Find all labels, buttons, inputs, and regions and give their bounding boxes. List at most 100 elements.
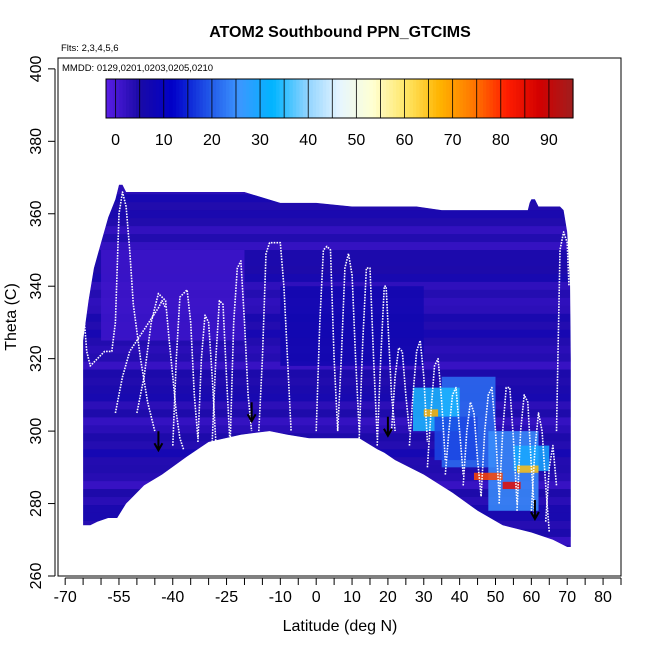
heatmap-row xyxy=(83,226,571,235)
heatmap-row xyxy=(83,242,571,250)
colorbar-swatch xyxy=(379,79,384,118)
colorbar-swatch xyxy=(492,79,497,118)
flight-track xyxy=(426,357,447,468)
colorbar: 0 10 20 30 40 50 60 70 80 90 xyxy=(105,78,574,149)
colorbar-swatch xyxy=(499,79,504,118)
colorbar-swatch xyxy=(442,79,447,118)
colorbar-swatch xyxy=(239,79,244,118)
heatmap-row xyxy=(83,210,571,219)
x-tick-label: 80 xyxy=(594,589,612,606)
colorbar-swatch xyxy=(529,79,534,118)
colorbar-swatch xyxy=(269,79,274,118)
colorbar-swatch xyxy=(536,79,541,118)
colorbar-swatch xyxy=(459,79,464,118)
y-tick-label: 300 xyxy=(28,418,45,445)
colorbar-swatch xyxy=(112,79,117,118)
colorbar-swatch xyxy=(496,79,501,118)
heatmap-row xyxy=(83,512,571,521)
colorbar-swatch xyxy=(189,79,194,118)
colorbar-swatch xyxy=(146,79,150,118)
colorbar-swatch xyxy=(349,79,354,118)
flight-track xyxy=(136,292,185,450)
colorbar-swatch xyxy=(259,79,264,118)
heatmap-row xyxy=(83,186,571,195)
flight-track xyxy=(315,245,339,432)
colorbar-swatch xyxy=(282,79,287,118)
colorbar-swatch xyxy=(302,79,307,118)
flight-track xyxy=(444,386,464,475)
x-axis: -70 -55 -40 -25 -10 0 10 20 30 40 50 60 70 80 xyxy=(54,577,622,606)
colorbar-swatch xyxy=(412,79,417,118)
flight-track xyxy=(498,386,518,504)
colorbar-swatch xyxy=(246,79,251,118)
colorbar-swatch xyxy=(466,79,471,118)
heatmap-row xyxy=(83,536,571,545)
heatmap-row xyxy=(83,385,571,394)
colorbar-swatch xyxy=(549,79,554,118)
colorbar-swatch xyxy=(329,79,334,118)
x-tick-label: -70 xyxy=(54,589,77,606)
colorbar-swatch xyxy=(526,79,531,118)
colorbar-swatch xyxy=(266,79,271,118)
colorbar-swatch xyxy=(482,79,487,118)
colorbar-swatch xyxy=(462,79,467,118)
colorbar-swatch xyxy=(449,79,454,118)
heatmap-cells xyxy=(83,184,571,548)
colorbar-swatch xyxy=(196,79,200,118)
colorbar-swatch xyxy=(206,79,211,118)
flight-track xyxy=(114,299,167,414)
heatmap-row xyxy=(83,265,571,274)
heatmap-row xyxy=(83,425,571,434)
x-tick-label: 20 xyxy=(379,589,397,606)
heatmap-row xyxy=(83,234,571,243)
colorbar-swatch xyxy=(136,79,140,118)
colorbar-swatch xyxy=(439,79,444,118)
x-tick-label: 10 xyxy=(343,589,361,606)
colorbar-swatch xyxy=(199,79,204,118)
colorbar-swatch xyxy=(272,79,277,118)
colorbar-swatch xyxy=(276,79,281,118)
colorbar-swatch xyxy=(506,79,511,118)
heatmap-cell xyxy=(280,286,424,366)
colorbar-tick-label: 0 xyxy=(111,132,120,149)
flight-track xyxy=(544,444,558,522)
colorbar-swatch xyxy=(316,79,321,118)
heatmap-row xyxy=(83,184,571,187)
heatmap-row xyxy=(83,417,571,426)
colorbar-swatch xyxy=(202,79,207,118)
colorbar-swatch xyxy=(456,79,461,118)
colorbar-swatch xyxy=(309,79,314,118)
colorbar-swatch xyxy=(396,79,401,118)
arrow-marker xyxy=(530,500,540,522)
colorbar-swatch xyxy=(509,79,514,118)
colorbar-swatch xyxy=(116,79,120,118)
colorbar-swatch xyxy=(556,79,561,118)
x-tick-label: 50 xyxy=(487,589,505,606)
colorbar-tick-label: 80 xyxy=(492,132,510,149)
colorbar-swatch xyxy=(346,79,351,118)
x-tick-label: -55 xyxy=(107,589,130,606)
x-axis-label: Latitude (deg N) xyxy=(283,618,398,635)
colorbar-swatch xyxy=(519,79,524,118)
colorbar-swatch xyxy=(332,79,337,118)
colorbar-swatch xyxy=(392,79,397,118)
colorbar-swatch xyxy=(322,79,327,118)
colorbar-swatch xyxy=(546,79,551,118)
colorbar-tick-label: 70 xyxy=(444,132,462,149)
colorbar-swatch xyxy=(352,79,357,118)
colorbar-swatch xyxy=(389,79,394,118)
colorbar-swatch xyxy=(209,79,214,118)
flight-track xyxy=(358,267,378,439)
colorbar-swatch xyxy=(256,79,261,118)
colorbar-swatch xyxy=(242,79,247,118)
heatmap-row xyxy=(83,528,571,537)
colorbar-swatch xyxy=(539,79,544,118)
heatmap-cell xyxy=(473,472,503,481)
flight-track xyxy=(211,299,231,446)
y-tick-label: 260 xyxy=(28,563,45,590)
colorbar-swatch xyxy=(212,79,217,118)
dates-annotation: MMDD: 0129,0201,0203,0205,0210 xyxy=(62,63,213,74)
y-tick-label: 320 xyxy=(28,345,45,372)
x-tick-label: 40 xyxy=(451,589,469,606)
